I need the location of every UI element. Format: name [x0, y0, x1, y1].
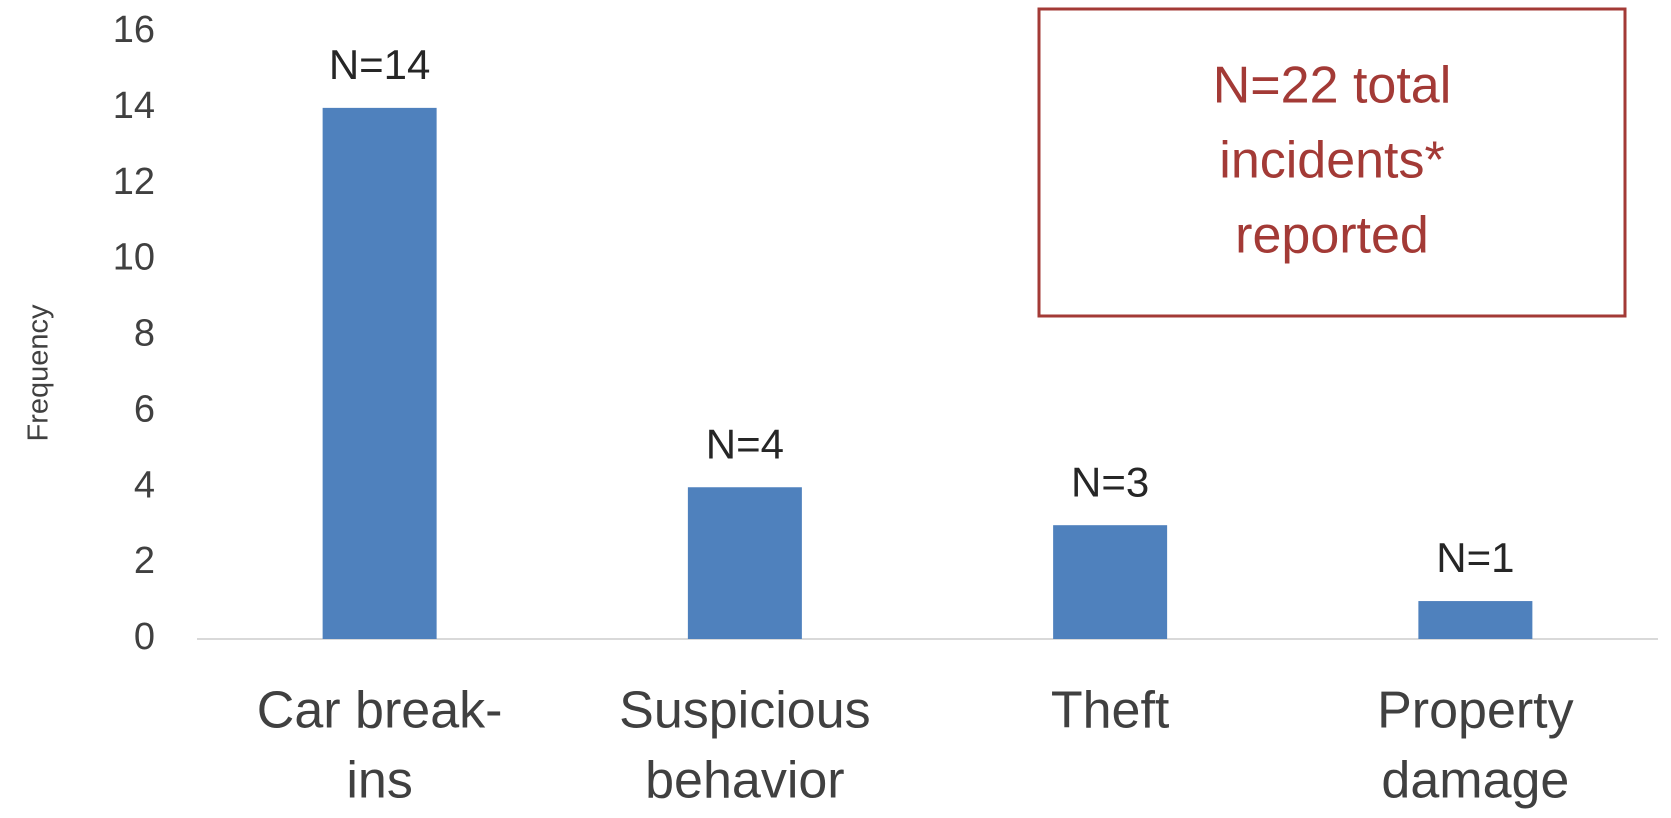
y-tick-label: 0: [134, 616, 155, 658]
y-tick-label: 6: [134, 388, 155, 430]
bar: [1053, 525, 1168, 639]
annotation-box: [1037, 7, 1627, 318]
annotation-text: N=22 total: [1213, 57, 1452, 115]
value-label: N=3: [1071, 458, 1149, 505]
x-tick-label: damage: [1381, 752, 1569, 810]
y-tick-label: 12: [113, 161, 155, 203]
y-tick-label: 2: [134, 540, 155, 582]
x-tick-label: behavior: [645, 752, 844, 810]
value-label: N=1: [1436, 534, 1514, 581]
y-tick-label: 16: [113, 9, 155, 51]
x-tick-label: Car break-: [257, 682, 503, 740]
x-tick-label: Suspicious: [619, 682, 870, 740]
x-tick-label: ins: [346, 752, 412, 810]
bar: [687, 487, 802, 639]
bar: [1418, 601, 1533, 639]
x-tick-label: Property: [1377, 682, 1574, 740]
annotation-text: reported: [1235, 207, 1429, 265]
value-label: N=4: [706, 420, 784, 467]
y-tick-label: 4: [134, 464, 155, 506]
value-label: N=14: [329, 41, 431, 88]
y-tick-label: 8: [134, 313, 155, 355]
y-tick-label: 14: [113, 85, 155, 127]
y-tick-label: 10: [113, 237, 155, 279]
annotation-text: incidents*: [1219, 132, 1444, 190]
y-axis-label: Frequency: [23, 304, 55, 442]
x-tick-label: Theft: [1051, 682, 1170, 740]
bar: [322, 107, 437, 639]
